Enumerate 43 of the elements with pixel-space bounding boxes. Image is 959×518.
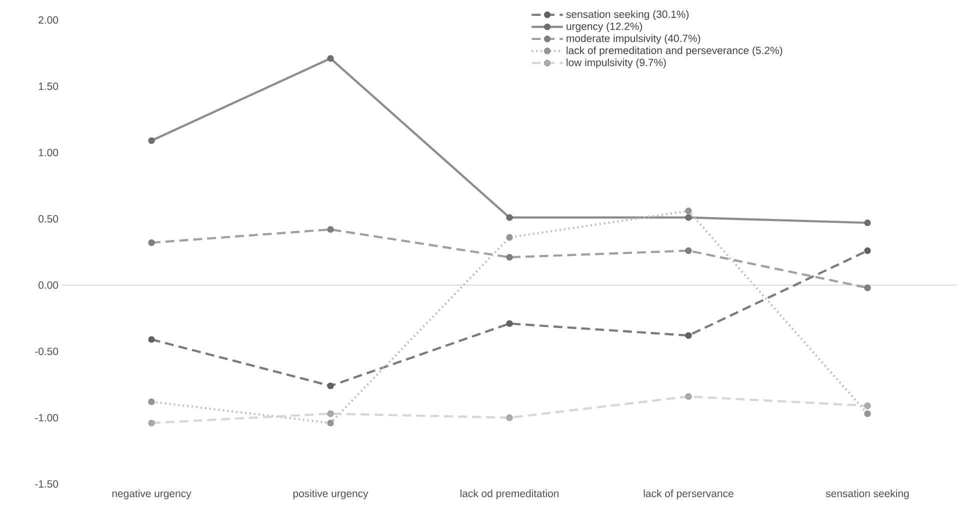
x-tick-label: positive urgency [293,490,368,500]
x-tick-label: sensation seeking [826,490,909,500]
legend-label: moderate impulsivity (40.7%) [566,34,700,44]
point [506,414,513,421]
legend-label: urgency (12.2%) [566,22,642,32]
point [864,410,871,418]
x-tick-label: lack od premeditation [460,490,559,500]
point [148,137,155,144]
point [864,220,871,226]
y-tick-label: 0.50 [38,215,58,223]
point [685,247,692,254]
point [327,420,334,426]
y-tick-label: 1.00 [38,148,58,156]
x-tick-label: lack of perservance [644,490,734,500]
point [685,393,692,400]
y-tick-label: -0.50 [35,348,58,356]
y-tick-label: 1.50 [38,82,58,90]
point [685,214,692,221]
point [327,55,334,62]
point [506,234,513,241]
legend-label: lack of premeditation and perseverance (5.2%) [566,46,782,56]
y-tick-label: 2.00 [38,16,58,24]
point [864,247,871,254]
point [327,410,334,418]
y-tick-label: -1.00 [35,414,58,422]
point [506,320,513,327]
point [148,239,155,246]
point [685,332,692,339]
point [327,382,334,390]
point [148,336,155,343]
point [864,402,871,410]
x-tick-label: negative urgency [112,490,192,500]
y-tick-label: -1.50 [35,480,58,488]
legend-label: low impulsivity (9.7%) [566,58,666,68]
y-tick-label: 0.00 [38,281,58,289]
point [864,284,871,292]
point [685,208,692,214]
point [148,398,155,406]
point [506,254,513,261]
point [148,420,155,426]
legend-label: sensation seeking (30.1%) [566,10,689,20]
point [327,226,334,233]
point [506,214,513,221]
